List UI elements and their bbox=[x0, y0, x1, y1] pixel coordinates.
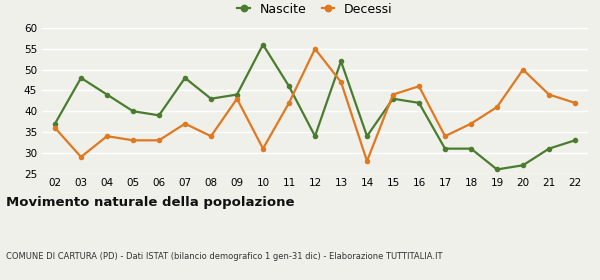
Decessi bbox=[415, 85, 422, 88]
Decessi bbox=[545, 93, 553, 96]
Nascite bbox=[493, 168, 500, 171]
Nascite bbox=[467, 147, 475, 150]
Decessi bbox=[130, 139, 137, 142]
Nascite bbox=[415, 101, 422, 104]
Decessi bbox=[233, 97, 241, 101]
Nascite bbox=[233, 93, 241, 96]
Text: COMUNE DI CARTURA (PD) - Dati ISTAT (bilancio demografico 1 gen-31 dic) - Elabor: COMUNE DI CARTURA (PD) - Dati ISTAT (bil… bbox=[6, 252, 443, 261]
Nascite bbox=[52, 122, 59, 125]
Decessi bbox=[52, 126, 59, 130]
Decessi bbox=[77, 155, 85, 159]
Nascite bbox=[545, 147, 553, 150]
Decessi bbox=[311, 47, 319, 50]
Decessi bbox=[208, 134, 215, 138]
Nascite bbox=[520, 164, 527, 167]
Legend: Nascite, Decessi: Nascite, Decessi bbox=[238, 3, 392, 16]
Decessi bbox=[155, 139, 163, 142]
Nascite bbox=[130, 109, 137, 113]
Nascite bbox=[311, 134, 319, 138]
Decessi bbox=[520, 68, 527, 71]
Decessi bbox=[103, 134, 110, 138]
Text: Movimento naturale della popolazione: Movimento naturale della popolazione bbox=[6, 196, 295, 209]
Nascite bbox=[208, 97, 215, 101]
Nascite bbox=[364, 134, 371, 138]
Decessi bbox=[337, 80, 344, 84]
Nascite bbox=[442, 147, 449, 150]
Nascite bbox=[103, 93, 110, 96]
Nascite bbox=[389, 97, 397, 101]
Nascite bbox=[259, 43, 266, 46]
Decessi bbox=[181, 122, 188, 125]
Decessi bbox=[259, 147, 266, 150]
Decessi bbox=[571, 101, 578, 104]
Line: Decessi: Decessi bbox=[52, 46, 578, 164]
Nascite bbox=[155, 114, 163, 117]
Decessi bbox=[442, 134, 449, 138]
Line: Nascite: Nascite bbox=[52, 42, 578, 172]
Nascite bbox=[337, 60, 344, 63]
Nascite bbox=[181, 76, 188, 80]
Nascite bbox=[77, 76, 85, 80]
Decessi bbox=[364, 159, 371, 163]
Decessi bbox=[493, 105, 500, 109]
Decessi bbox=[467, 122, 475, 125]
Nascite bbox=[571, 139, 578, 142]
Decessi bbox=[389, 93, 397, 96]
Nascite bbox=[286, 85, 293, 88]
Decessi bbox=[286, 101, 293, 104]
